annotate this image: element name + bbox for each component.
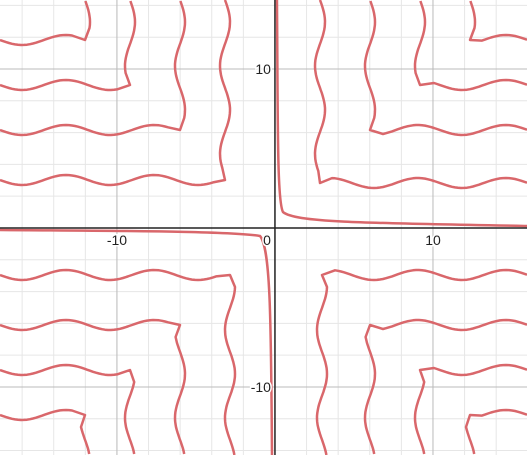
x-tick-label: -10 [107, 232, 127, 248]
y-tick-label: 10 [255, 61, 271, 77]
curve [0, 0, 92, 47]
curve [0, 363, 136, 455]
curve [0, 318, 187, 455]
curve [0, 268, 237, 455]
curve [413, 363, 527, 455]
curve [468, 0, 527, 42]
curve [363, 0, 527, 137]
curve [275, 0, 527, 228]
curve [363, 318, 527, 455]
curve [313, 0, 527, 190]
curve [0, 0, 187, 137]
curve [0, 408, 91, 455]
curve [0, 0, 232, 187]
curve [0, 228, 274, 455]
curve [315, 268, 527, 455]
curve [413, 0, 527, 92]
x-tick-label: 0 [263, 232, 271, 248]
y-tick-label: -10 [251, 379, 271, 395]
curve [0, 0, 137, 92]
x-tick-label: 10 [425, 232, 441, 248]
curve [464, 408, 527, 455]
